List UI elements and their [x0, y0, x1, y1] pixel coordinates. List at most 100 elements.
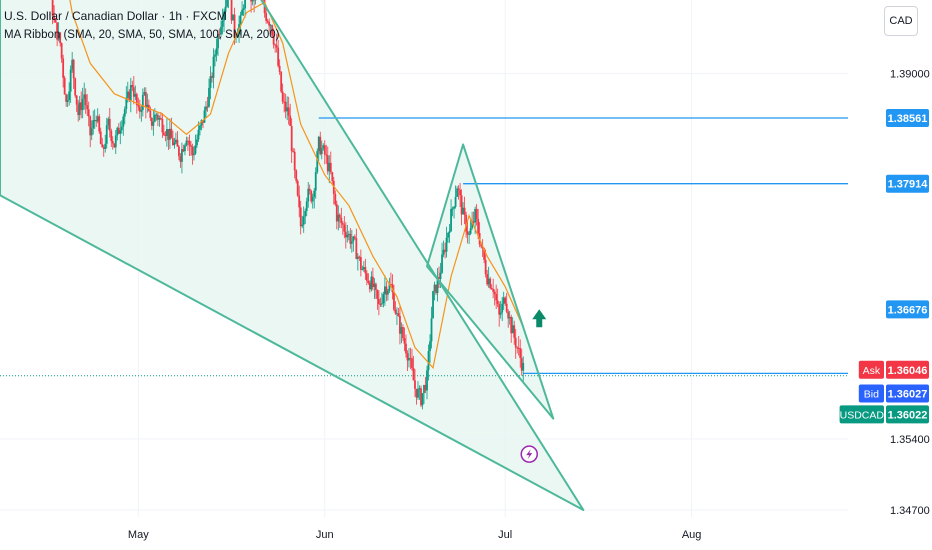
candle [150, 117, 153, 126]
candle [199, 125, 201, 130]
last-price-tag-tag [839, 405, 884, 424]
candle [450, 208, 452, 232]
currency-button[interactable]: CAD [884, 6, 918, 36]
candle [424, 384, 427, 391]
candle [406, 353, 409, 361]
candle [359, 257, 362, 270]
falling-wedge-fill [0, 0, 584, 510]
candle [353, 236, 356, 239]
candle [350, 241, 353, 244]
candle [361, 269, 364, 271]
candle [429, 341, 431, 352]
level-price-tag-text: 1.38561 [888, 113, 928, 125]
candle [356, 256, 359, 259]
candle [116, 127, 119, 136]
candle [310, 190, 313, 202]
candle [211, 76, 213, 78]
candle [275, 45, 278, 48]
candle [402, 327, 404, 339]
candle [475, 208, 478, 219]
pattern-lines [0, 0, 585, 511]
candle [418, 388, 421, 390]
candle [140, 110, 143, 112]
triangle-line[interactable] [426, 143, 555, 420]
indicator-legend[interactable]: MA Ribbon (SMA, 20, SMA, 50, SMA, 100, S… [4, 29, 280, 41]
candle [135, 94, 138, 106]
candle [423, 384, 425, 394]
candle [332, 180, 335, 194]
candle [81, 98, 84, 111]
candle [441, 254, 443, 273]
candle [54, 20, 57, 23]
candle [152, 121, 155, 126]
candle [138, 106, 141, 112]
candle [232, 14, 234, 21]
candle [98, 116, 101, 132]
candle [468, 233, 471, 235]
candle [522, 363, 525, 371]
candle [203, 110, 206, 123]
candle [212, 56, 215, 78]
candle [209, 76, 212, 88]
candle [205, 106, 207, 111]
candle [126, 91, 129, 98]
candle [414, 380, 416, 389]
axes: 1.430001.420001.410001.400001.390001.354… [128, 68, 930, 541]
candle [218, 33, 221, 35]
candle [143, 91, 146, 95]
candle [489, 278, 492, 288]
candle [84, 94, 87, 106]
falling-wedge-line[interactable] [0, 0, 585, 511]
candle [164, 134, 167, 136]
candle [295, 170, 298, 181]
candle [144, 91, 147, 108]
candle [187, 140, 189, 142]
candle [408, 358, 410, 361]
candle [125, 97, 128, 110]
candle [95, 120, 98, 122]
candle [169, 128, 171, 140]
ma-ribbon [69, 0, 524, 370]
candle [370, 276, 373, 290]
candle [510, 316, 513, 334]
candle [439, 272, 442, 279]
candle [122, 116, 125, 127]
x-tick-label: Jun [316, 529, 334, 541]
candle [451, 208, 454, 210]
candle [292, 151, 295, 153]
price-tags: 1.401551.385611.379141.366761.36046Ask1.… [839, 109, 929, 424]
candle [316, 151, 319, 173]
candle [217, 33, 219, 49]
candle [513, 325, 516, 338]
candle [460, 195, 463, 215]
candle [340, 217, 343, 224]
candle [396, 313, 398, 315]
last-price-tag [886, 405, 929, 424]
candle [454, 196, 457, 207]
candle [320, 148, 323, 155]
candle [459, 189, 461, 196]
candle [250, 0, 252, 2]
candle [313, 190, 316, 197]
symbol-title: U.S. Dollar / Canadian Dollar · 1h · FXC… [4, 9, 227, 23]
candle [504, 297, 507, 304]
candle [68, 91, 71, 101]
candle [117, 127, 120, 134]
candle [507, 311, 510, 319]
arrow-up-icon [532, 309, 547, 328]
candle [442, 249, 445, 255]
candle [104, 143, 107, 149]
candle [438, 277, 440, 279]
candle [514, 337, 517, 348]
candle [334, 193, 337, 205]
candle [472, 221, 475, 223]
candle [400, 327, 403, 334]
horizontal-levels [0, 117, 848, 377]
candle [265, 13, 268, 21]
candle [60, 43, 63, 59]
candle [457, 188, 460, 190]
candle [241, 9, 243, 16]
candle [286, 107, 289, 112]
candle [206, 106, 209, 108]
